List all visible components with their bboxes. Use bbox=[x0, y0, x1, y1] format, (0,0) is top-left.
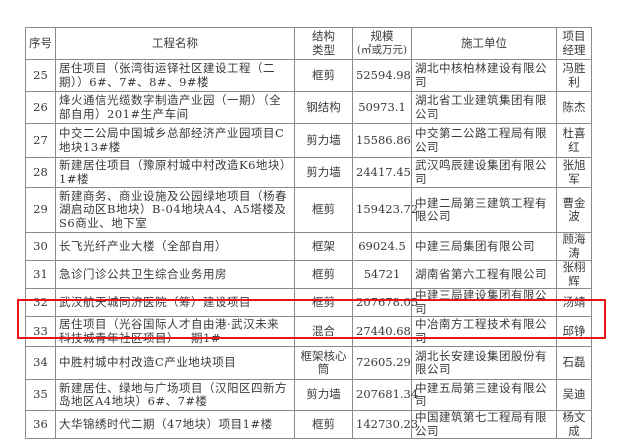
header-scale-line1: 规模 bbox=[370, 28, 394, 43]
scale-value: 207681.34 bbox=[352, 379, 418, 411]
contractor: 武汉鸣辰建设集团有限公司 bbox=[411, 157, 557, 188]
project-manager: 顾海涛 bbox=[556, 232, 592, 261]
project-name: 武汉航天城同济医院（筹）建设项目 bbox=[55, 288, 295, 317]
structure-type: 框剪 bbox=[294, 410, 353, 439]
project-manager: 张栩辉 bbox=[556, 260, 592, 289]
structure-type: 框剪 bbox=[294, 187, 353, 233]
row-number: 33 bbox=[25, 316, 56, 347]
contractor: 中建三局建设集团有限公司 bbox=[411, 288, 557, 317]
project-manager: 邱铮 bbox=[556, 316, 592, 347]
table-row: 25 居住项目（张湾街运铎社区建设工程（二期））6#、7#、8#、9#楼 框剪 525… bbox=[25, 59, 592, 92]
row-number: 26 bbox=[25, 91, 56, 124]
structure-type: 框架核心筒 bbox=[294, 346, 353, 380]
row-number: 25 bbox=[25, 59, 56, 92]
project-name: 居住项目（光谷国际人才自由港·武汉未来科技城青年社区项目）一期1# bbox=[55, 316, 295, 347]
project-name: 新建商务、商业设施及公园绿地项目（杨春湖启动区B地块）B-04地块A4、A5塔楼… bbox=[55, 187, 295, 233]
scale-value: 207678.05 bbox=[352, 288, 418, 317]
table-row: 35 新建居住、绿地与广场项目（汉阳区四新方岛地区A4地块）6#、7#楼 剪力墙 20… bbox=[25, 379, 592, 411]
project-manager: 汤靖 bbox=[556, 288, 592, 317]
contractor: 湖北中核柏林建设有限公司 bbox=[411, 59, 557, 92]
project-manager: 冯胜利 bbox=[556, 59, 592, 92]
project-manager: 曹金波 bbox=[556, 187, 592, 233]
header-manager-label: 项目经理 bbox=[562, 29, 586, 57]
row-number: 31 bbox=[25, 260, 56, 289]
contractor: 湖南省第六工程有限公司 bbox=[411, 260, 557, 289]
contractor: 中建五局第三建设有限公司 bbox=[411, 379, 557, 411]
scale-value: 15586.86 bbox=[352, 123, 412, 158]
project-manager: 杨文成 bbox=[556, 410, 592, 439]
table-row: 26 烽火通信光缆数字制造产业园（一期）（全部自用）201#生产车间 钢结构 5097… bbox=[25, 91, 592, 124]
contractor: 中国建筑第七工程局有限公司 bbox=[411, 410, 557, 439]
contractor: 中交第二公路工程局有限公司 bbox=[411, 123, 557, 158]
table-row: 29 新建商务、商业设施及公园绿地项目（杨春湖启动区B地块）B-04地块A4、A5… bbox=[25, 187, 592, 233]
structure-type: 钢结构 bbox=[294, 91, 353, 124]
project-name: 长飞光纤产业大楼（全部自用） bbox=[55, 232, 295, 261]
project-table: 序号 工程名称 结构类型 规模 (㎡或万元) 施工单位 项目经理 25 居住项目（张… bbox=[25, 27, 592, 439]
table-row: 33 居住项目（光谷国际人才自由港·武汉未来科技城青年社区项目）一期1# 混合 274… bbox=[25, 316, 592, 347]
contractor: 湖北长安建设集团股份有限公司 bbox=[411, 346, 557, 380]
project-name: 大华锦绣时代二期（47地块）项目1#楼 bbox=[55, 410, 295, 439]
scale-value: 54721 bbox=[352, 260, 412, 289]
project-manager: 张旭军 bbox=[556, 157, 592, 188]
header-no: 序号 bbox=[25, 27, 56, 60]
project-name: 烽火通信光缆数字制造产业园（一期）（全部自用）201#生产车间 bbox=[55, 91, 295, 124]
project-name: 中交二公局中国城乡总部经济产业园项目C地块13#楼 bbox=[55, 123, 295, 158]
header-structure-label: 结构类型 bbox=[311, 29, 335, 57]
row-number: 29 bbox=[25, 187, 56, 233]
project-manager: 吴迪 bbox=[556, 379, 592, 411]
project-manager: 石磊 bbox=[556, 346, 592, 380]
structure-type: 框剪 bbox=[294, 260, 353, 289]
header-name: 工程名称 bbox=[55, 27, 295, 60]
row-number: 28 bbox=[25, 157, 56, 188]
table-row: 30 长飞光纤产业大楼（全部自用） 框架 69024.5 中建三局集团有限公司 顾海涛 bbox=[25, 232, 592, 261]
scale-value: 52594.98 bbox=[352, 59, 412, 92]
row-number: 34 bbox=[25, 346, 56, 380]
table-row: 31 急诊门诊公共卫生综合业务用房 框剪 54721 湖南省第六工程有限公司 张栩辉 bbox=[25, 260, 592, 289]
header-manager: 项目经理 bbox=[556, 27, 592, 60]
table-row: 27 中交二公局中国城乡总部经济产业园项目C地块13#楼 剪力墙 15586.86 中交… bbox=[25, 123, 592, 158]
scale-value: 159423.72 bbox=[352, 187, 418, 233]
project-manager: 杜喜红 bbox=[556, 123, 592, 158]
header-scale: 规模 (㎡或万元) bbox=[352, 27, 412, 60]
row-number: 27 bbox=[25, 123, 56, 158]
scale-value: 142730.23 bbox=[352, 410, 418, 439]
contractor: 中建三局集团有限公司 bbox=[411, 232, 557, 261]
structure-type: 混合 bbox=[294, 316, 353, 347]
row-number: 36 bbox=[25, 410, 56, 439]
project-name: 新建居住项目（豫原村城中村改造K6地块）1#楼 bbox=[55, 157, 295, 188]
scale-value: 69024.5 bbox=[352, 232, 412, 261]
header-structure: 结构类型 bbox=[294, 27, 353, 60]
project-name: 新建居住、绿地与广场项目（汉阳区四新方岛地区A4地块）6#、7#楼 bbox=[55, 379, 295, 411]
table-row: 36 大华锦绣时代二期（47地块）项目1#楼 框剪 142730.23 中国建筑第七工程… bbox=[25, 410, 592, 439]
row-number: 32 bbox=[25, 288, 56, 317]
row-number: 35 bbox=[25, 379, 56, 411]
project-manager: 陈杰 bbox=[556, 91, 592, 124]
header-contractor: 施工单位 bbox=[411, 27, 557, 60]
table-row: 28 新建居住项目（豫原村城中村改造K6地块）1#楼 剪力墙 24417.45 武汉鸣辰… bbox=[25, 157, 592, 188]
structure-type: 剪力墙 bbox=[294, 157, 353, 188]
contractor: 中冶南方工程技术有限公司 bbox=[411, 316, 557, 347]
structure-type: 框剪 bbox=[294, 59, 353, 92]
header-scale-line2: (㎡或万元) bbox=[356, 44, 408, 56]
project-name: 急诊门诊公共卫生综合业务用房 bbox=[55, 260, 295, 289]
project-name: 中胜村城中村改造C产业地块项目 bbox=[55, 346, 295, 380]
project-name: 居住项目（张湾街运铎社区建设工程（二期））6#、7#、8#、9#楼 bbox=[55, 59, 295, 92]
structure-type: 剪力墙 bbox=[294, 379, 353, 411]
header-row: 序号 工程名称 结构类型 规模 (㎡或万元) 施工单位 项目经理 bbox=[25, 27, 592, 60]
row-number: 30 bbox=[25, 232, 56, 261]
scale-value: 24417.45 bbox=[352, 157, 412, 188]
structure-type: 剪力墙 bbox=[294, 123, 353, 158]
structure-type: 框架 bbox=[294, 232, 353, 261]
scale-value: 50973.1 bbox=[352, 91, 412, 124]
scale-value: 27440.68 bbox=[352, 316, 412, 347]
contractor: 中建二局第三建筑工程有限公司 bbox=[411, 187, 557, 233]
structure-type: 框剪 bbox=[294, 288, 353, 317]
contractor: 湖北省工业建筑集团有限公司 bbox=[411, 91, 557, 124]
table-row: 34 中胜村城中村改造C产业地块项目 框架核心筒 72605.29 湖北长安建设集团股份… bbox=[25, 346, 592, 380]
table-row: 32 武汉航天城同济医院（筹）建设项目 框剪 207678.05 中建三局建设集团有限公… bbox=[25, 288, 592, 317]
scale-value: 72605.29 bbox=[352, 346, 412, 380]
